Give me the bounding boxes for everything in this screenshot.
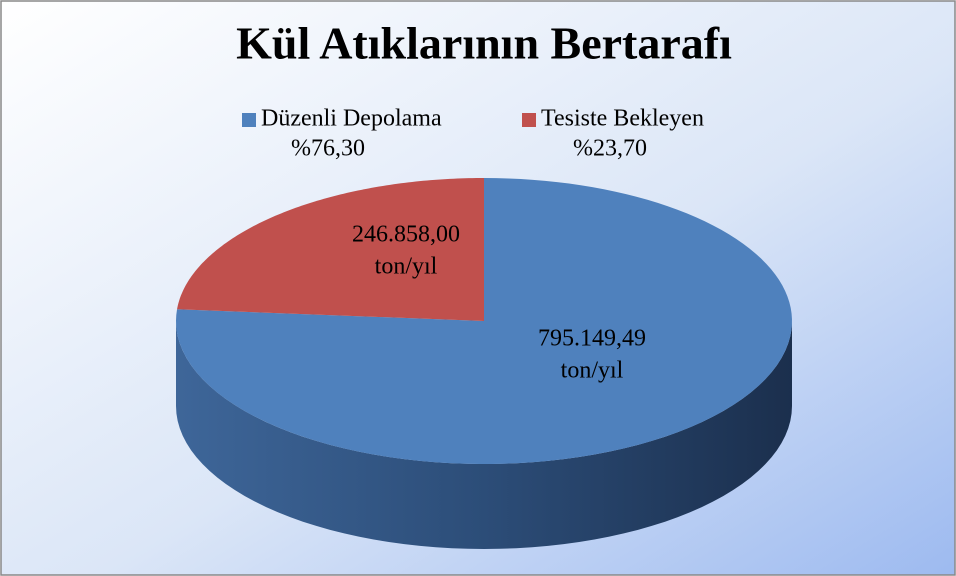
slice [177,178,485,321]
chart-title: Kül Atıklarının Bertarafı [236,18,732,69]
percent-label: %76,30 [291,136,365,162]
slice [176,178,792,464]
data-label: 795.149,49 [538,326,646,352]
percent-label: %23,70 [573,136,647,162]
slice-side [176,321,792,549]
data-label: 246.858,00 [352,222,460,248]
data-label-unit: ton/yıl [561,358,624,384]
legend-label: Tesiste Bekleyen [541,106,704,132]
data-label-unit: ton/yıl [375,254,438,280]
legend-swatch [522,113,536,127]
legend-swatch [242,113,256,127]
legend-label: Düzenli Depolama [261,106,442,132]
